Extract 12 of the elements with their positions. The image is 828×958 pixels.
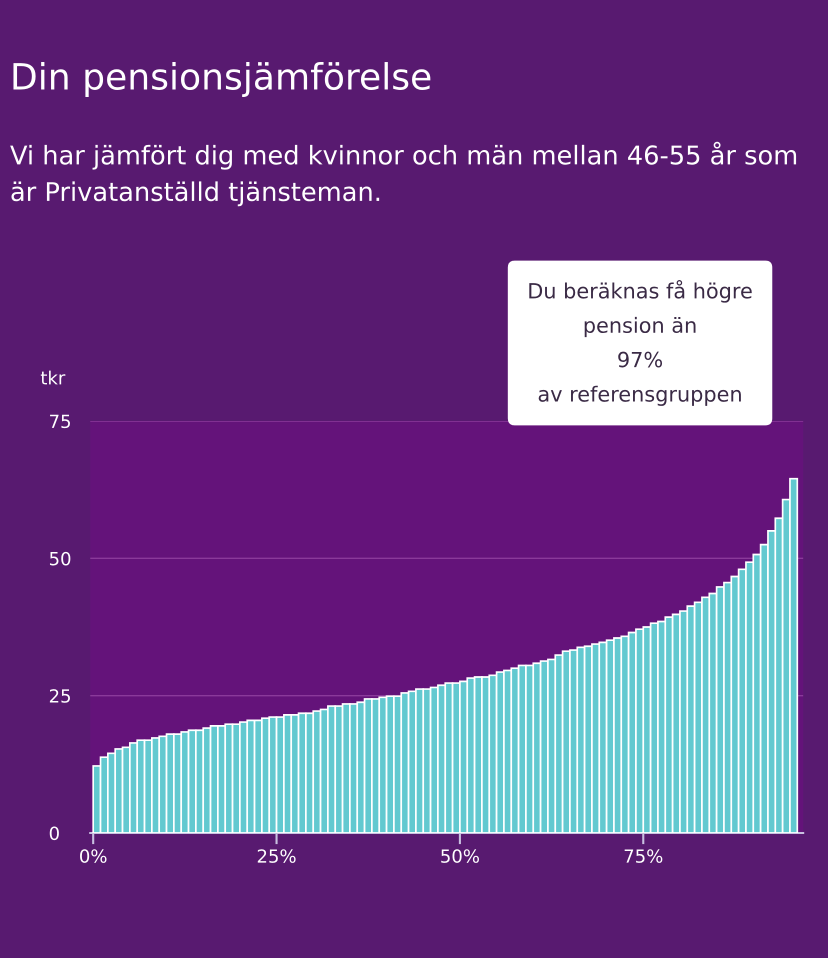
text: Du beräknas få högre pension än 97% av referensgruppen (529, 280, 752, 406)
x-tick-label: 75% (624, 849, 662, 863)
y-tick-label: 0 (50, 826, 59, 840)
y-tick-label: 50 (50, 552, 70, 566)
y-tick-label: 25 (50, 689, 70, 703)
chart-subtitle: Vi har jämfört dig med kvinnor och män mellan 46-55 år som är Privatanställd tjänsteman. (10, 142, 796, 206)
y-axis-title: tkr (40, 370, 66, 384)
x-tick-label: 50% (441, 849, 479, 863)
x-tick-label: 0% (80, 849, 107, 863)
chart-title: Din pensionsjämförelse (13, 62, 430, 97)
y-tick-label: 75 (50, 414, 70, 428)
x-tick-label: 25% (258, 849, 296, 863)
